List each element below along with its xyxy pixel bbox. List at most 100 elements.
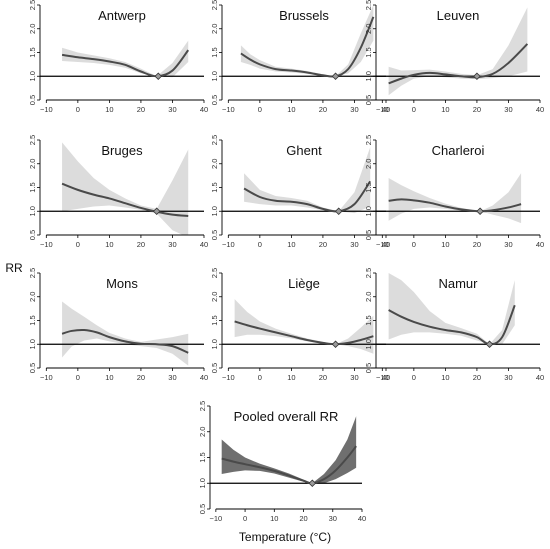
rr-curve-brussels	[240, 16, 375, 78]
y-tick-label-liege: 0.5	[210, 363, 219, 373]
panel-title-namur: Namur	[438, 276, 478, 291]
y-tick-label-leuven: 0.5	[364, 95, 373, 105]
y-tick-label-bruges: 1.0	[28, 206, 37, 216]
y-tick-label-leuven: 1.0	[364, 71, 373, 81]
x-tick-label-leuven: 20	[473, 105, 481, 114]
x-tick-label-mons: 10	[105, 373, 113, 382]
y-tick-label-leuven: 2.5	[364, 0, 373, 10]
y-tick-label-brussels: 1.0	[210, 71, 219, 81]
y-tick-label-antwerp: 2.5	[28, 0, 37, 10]
mmt-marker-pooled-overall-rr	[308, 479, 317, 488]
x-tick-label-pooled-overall-rr: 20	[299, 514, 307, 523]
y-tick-label-bruges: 2.0	[28, 159, 37, 169]
y-tick-label-mons: 0.5	[28, 363, 37, 373]
y-tick-label-brussels: 2.0	[210, 24, 219, 34]
panel-title-charleroi: Charleroi	[432, 143, 485, 158]
mmt-marker-brussels	[331, 72, 340, 81]
rr-curve-liege	[234, 320, 374, 346]
x-tick-label-liege: −10	[222, 373, 235, 382]
mmt-marker-ghent	[334, 207, 343, 216]
panel-title-bruges: Bruges	[101, 143, 143, 158]
y-tick-label-namur: 1.0	[364, 339, 373, 349]
x-tick-label-bruges: 10	[105, 240, 113, 249]
x-tick-label-mons: 30	[168, 373, 176, 382]
x-tick-label-bruges: 20	[137, 240, 145, 249]
x-tick-label-brussels: 40	[382, 105, 390, 114]
x-tick-label-mons: 20	[137, 373, 145, 382]
x-tick-label-pooled-overall-rr: 10	[270, 514, 278, 523]
ci-band-mons	[62, 301, 189, 366]
y-tick-label-brussels: 1.5	[210, 47, 219, 57]
y-tick-label-ghent: 2.5	[210, 135, 219, 145]
mmt-marker-namur	[485, 340, 494, 349]
y-tick-label-liege: 1.5	[210, 315, 219, 325]
x-tick-label-ghent: 20	[319, 240, 327, 249]
x-tick-label-leuven: 10	[441, 105, 449, 114]
x-tick-label-ghent: 10	[287, 240, 295, 249]
panel-leuven: 0.5 1.0 1.5 2.0 2.5 −10 0 10 20 30 40 Leuven	[364, 0, 544, 114]
x-tick-label-brussels: −10	[222, 105, 235, 114]
x-tick-label-antwerp: −10	[40, 105, 53, 114]
panel-brussels: 0.5 1.0 1.5 2.0 2.5 −10 0 10 20 30 40 Brussels	[210, 0, 390, 114]
y-tick-label-bruges: 1.5	[28, 182, 37, 192]
x-tick-label-pooled-overall-rr: 40	[358, 514, 366, 523]
y-tick-label-leuven: 2.0	[364, 24, 373, 34]
x-tick-label-antwerp: 30	[168, 105, 176, 114]
y-tick-label-ghent: 0.5	[210, 230, 219, 240]
x-tick-label-brussels: 0	[258, 105, 262, 114]
y-tick-label-bruges: 0.5	[28, 230, 37, 240]
x-tick-label-namur: 0	[412, 373, 416, 382]
y-tick-label-pooled-overall-rr: 1.0	[198, 478, 207, 488]
x-tick-label-antwerp: 40	[200, 105, 208, 114]
x-tick-label-namur: 20	[473, 373, 481, 382]
x-tick-label-liege: 10	[287, 373, 295, 382]
x-tick-label-charleroi: 0	[412, 240, 416, 249]
rr-curve-mons	[61, 328, 189, 354]
x-tick-label-mons: −10	[40, 373, 53, 382]
y-tick-label-antwerp: 1.0	[28, 71, 37, 81]
y-tick-label-liege: 2.5	[210, 268, 219, 278]
mmt-marker-liege	[331, 340, 340, 349]
y-tick-label-ghent: 1.0	[210, 206, 219, 216]
mmt-marker-bruges	[152, 207, 161, 216]
panel-title-brussels: Brussels	[279, 8, 329, 23]
rr-curve-leuven	[388, 43, 529, 85]
x-tick-label-antwerp: 0	[76, 105, 80, 114]
y-tick-label-liege: 1.0	[210, 339, 219, 349]
y-tick-label-pooled-overall-rr: 1.5	[198, 452, 207, 462]
x-tick-label-charleroi: 40	[536, 240, 544, 249]
panel-title-ghent: Ghent	[286, 143, 322, 158]
panel-bruges: 0.5 1.0 1.5 2.0 2.5 −10 0 10 20 30 40 Bruges	[28, 135, 208, 249]
x-tick-label-mons: 0	[76, 373, 80, 382]
panel-mons: 0.5 1.0 1.5 2.0 2.5 −10 0 10 20 30 40 Mons	[28, 268, 208, 382]
x-tick-label-leuven: 30	[504, 105, 512, 114]
mmt-marker-antwerp	[154, 72, 163, 81]
y-tick-label-brussels: 2.5	[210, 0, 219, 10]
x-tick-label-namur: 10	[441, 373, 449, 382]
y-tick-label-leuven: 1.5	[364, 47, 373, 57]
x-tick-label-charleroi: 10	[441, 240, 449, 249]
x-tick-label-leuven: 40	[536, 105, 544, 114]
y-tick-label-liege: 2.0	[210, 292, 219, 302]
x-tick-label-liege: 30	[350, 373, 358, 382]
y-tick-label-antwerp: 0.5	[28, 95, 37, 105]
y-tick-label-mons: 1.5	[28, 315, 37, 325]
y-tick-label-ghent: 1.5	[210, 182, 219, 192]
panel-charleroi: 0.5 1.0 1.5 2.0 2.5 −10 0 10 20 30 40 Charleroi	[364, 135, 544, 249]
x-tick-label-charleroi: 30	[504, 240, 512, 249]
ci-band-ghent	[244, 147, 371, 214]
y-tick-label-charleroi: 1.5	[364, 182, 373, 192]
y-axis-label: RR	[5, 261, 23, 275]
rr-curve-charleroi	[388, 198, 522, 213]
x-tick-label-namur: 40	[536, 373, 544, 382]
y-tick-label-namur: 0.5	[364, 363, 373, 373]
x-tick-label-brussels: 10	[287, 105, 295, 114]
rr-curve-bruges	[61, 182, 189, 217]
x-tick-label-bruges: −10	[40, 240, 53, 249]
panel-title-antwerp: Antwerp	[98, 8, 146, 23]
rr-curve-antwerp	[61, 49, 190, 78]
y-tick-label-antwerp: 2.0	[28, 24, 37, 34]
y-tick-label-charleroi: 2.5	[364, 135, 373, 145]
x-tick-label-ghent: −10	[222, 240, 235, 249]
x-tick-label-pooled-overall-rr: 0	[243, 514, 247, 523]
